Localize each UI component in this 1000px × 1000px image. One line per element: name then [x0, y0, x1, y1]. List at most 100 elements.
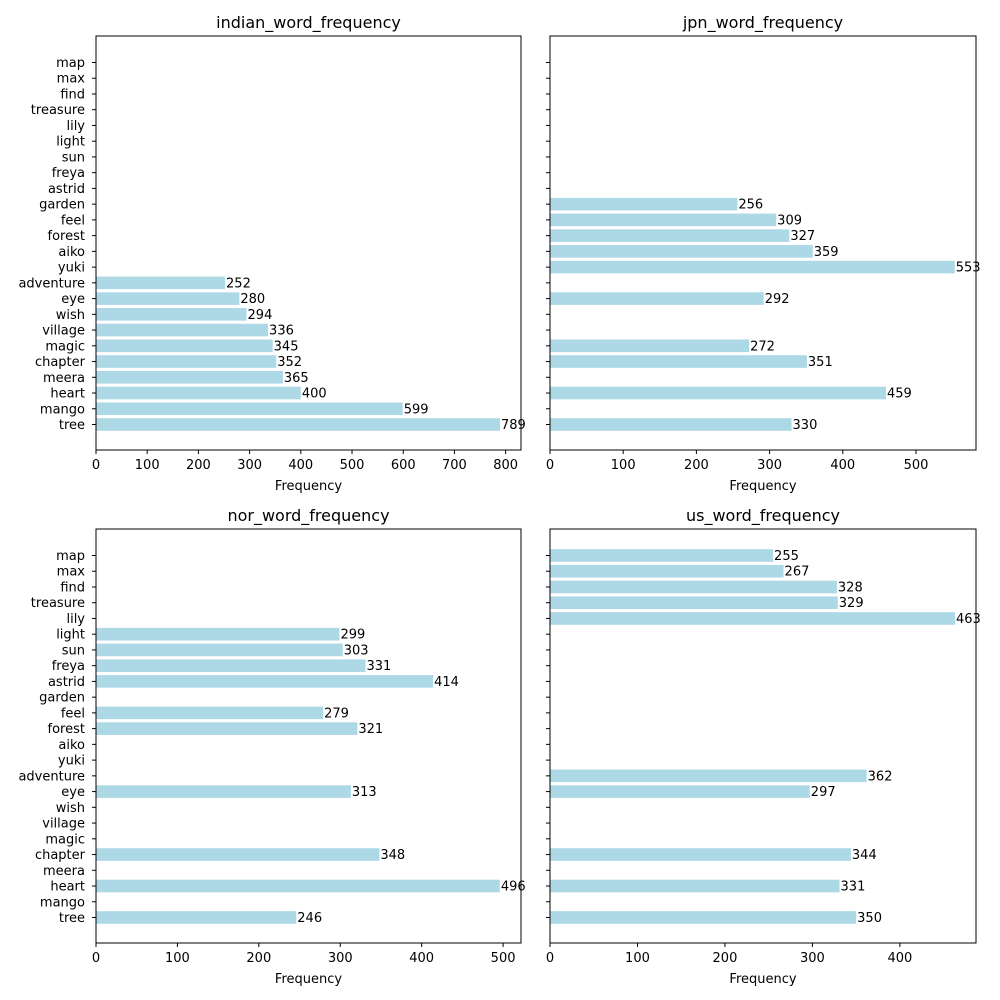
y-tick-label-max: max [57, 72, 86, 87]
data-label-adventure: 252 [226, 276, 251, 291]
x-tick-label: 300 [800, 951, 825, 966]
x-tick-label: 400 [830, 458, 855, 473]
y-tick-label-yuki: yuki [58, 754, 85, 769]
bar-feel [550, 213, 777, 227]
bar-heart [96, 386, 301, 400]
x-tick-label: 500 [340, 458, 365, 473]
data-label-light: 299 [340, 628, 365, 643]
bar-tree [96, 418, 501, 431]
data-label-chapter: 348 [380, 848, 405, 863]
bar-forest [96, 722, 358, 735]
data-label-find: 328 [838, 580, 863, 595]
x-tick-label: 400 [409, 951, 434, 966]
bar-tree [550, 911, 857, 924]
data-label-forest: 327 [790, 229, 815, 244]
bar-mango [96, 402, 403, 416]
data-label-tree: 350 [857, 911, 882, 926]
y-tick-label-chapter: chapter [35, 355, 86, 370]
y-tick-label-heart: heart [50, 880, 85, 895]
data-label-astrid: 414 [434, 675, 459, 690]
bar-adventure [550, 769, 867, 783]
chart-panel-3: us_word_frequency 350 331 344 297 362 463 32932… [546, 506, 981, 987]
y-tick-label-wish: wish [56, 801, 85, 816]
y-tick-label-astrid: astrid [48, 675, 85, 690]
y-tick-label-village: village [42, 817, 85, 832]
bar-chapter [550, 355, 807, 368]
bar-chapter [96, 848, 380, 861]
y-tick-label-aiko: aiko [58, 738, 85, 753]
y-tick-label-garden: garden [39, 691, 85, 706]
y-tick-label-treasure: treasure [31, 103, 85, 118]
x-axis-label: Frequency [729, 479, 796, 494]
data-label-heart: 331 [841, 880, 866, 895]
bar-chapter [550, 848, 851, 861]
bar-max [550, 564, 784, 578]
data-label-map: 255 [774, 549, 799, 564]
bar-adventure [96, 276, 226, 290]
data-label-mango: 599 [404, 402, 429, 417]
axes-frame [95, 35, 522, 451]
x-tick-label: 200 [186, 458, 211, 473]
y-tick-label-wish: wish [56, 308, 85, 323]
x-tick-label: 0 [546, 951, 554, 966]
data-label-chapter: 352 [277, 355, 302, 370]
data-label-eye: 313 [352, 785, 377, 800]
y-tick-label-meera: meera [43, 864, 85, 879]
data-label-adventure: 362 [868, 769, 893, 784]
bar-eye [96, 292, 240, 305]
x-tick-label: 0 [92, 458, 100, 473]
bar-meera [96, 370, 283, 384]
bar-lily [550, 612, 956, 625]
x-tick-label: 100 [611, 458, 636, 473]
data-label-eye: 292 [765, 292, 790, 307]
bar-heart [550, 386, 886, 400]
y-tick-label-treasure: treasure [31, 596, 85, 611]
y-tick-label-lily: lily [66, 119, 85, 134]
y-tick-label-adventure: adventure [18, 769, 85, 784]
x-tick-label: 400 [887, 951, 912, 966]
x-axis-label: Frequency [729, 972, 796, 987]
y-tick-label-map: map [56, 549, 85, 564]
x-axis-label: Frequency [275, 479, 342, 494]
data-label-eye: 297 [811, 785, 836, 800]
bar-magic [96, 339, 273, 353]
bar-wish [96, 308, 247, 321]
x-axis-label: Frequency [275, 972, 342, 987]
bar-eye [550, 292, 764, 305]
y-tick-label-map: map [56, 56, 85, 71]
bar-freya [96, 659, 366, 672]
y-tick-label-eye: eye [61, 785, 85, 800]
y-tick-label-freya: freya [52, 659, 85, 674]
x-tick-label: 0 [92, 951, 100, 966]
x-tick-label: 200 [684, 458, 709, 473]
x-tick-label: 300 [237, 458, 262, 473]
data-label-max: 267 [785, 565, 810, 580]
data-label-sun: 303 [344, 643, 369, 658]
bar-treasure [550, 596, 838, 610]
bar-light [96, 627, 340, 641]
data-label-garden: 256 [738, 198, 763, 213]
y-tick-label-yuki: yuki [58, 261, 85, 276]
data-label-freya: 331 [366, 659, 391, 674]
bar-aiko [550, 245, 813, 258]
y-tick-label-chapter: chapter [35, 848, 86, 863]
x-tick-label: 100 [135, 458, 160, 473]
x-tick-label: 300 [757, 458, 782, 473]
y-tick-label-tree: tree [59, 418, 85, 433]
bar-magic [550, 339, 750, 353]
y-tick-label-sun: sun [62, 150, 85, 165]
x-tick-label: 100 [165, 951, 190, 966]
data-label-eye: 280 [240, 292, 265, 307]
bar-heart [550, 879, 840, 893]
bar-chapter [96, 355, 277, 368]
panel-title: jpn_word_frequency [682, 13, 843, 33]
y-tick-label-mango: mango [40, 895, 85, 910]
data-label-heart: 496 [501, 880, 526, 895]
axes-frame [549, 528, 977, 944]
y-tick-label-forest: forest [48, 722, 85, 737]
bar-feel [96, 706, 324, 720]
bar-tree [550, 418, 792, 431]
panel-title: us_word_frequency [686, 506, 840, 526]
